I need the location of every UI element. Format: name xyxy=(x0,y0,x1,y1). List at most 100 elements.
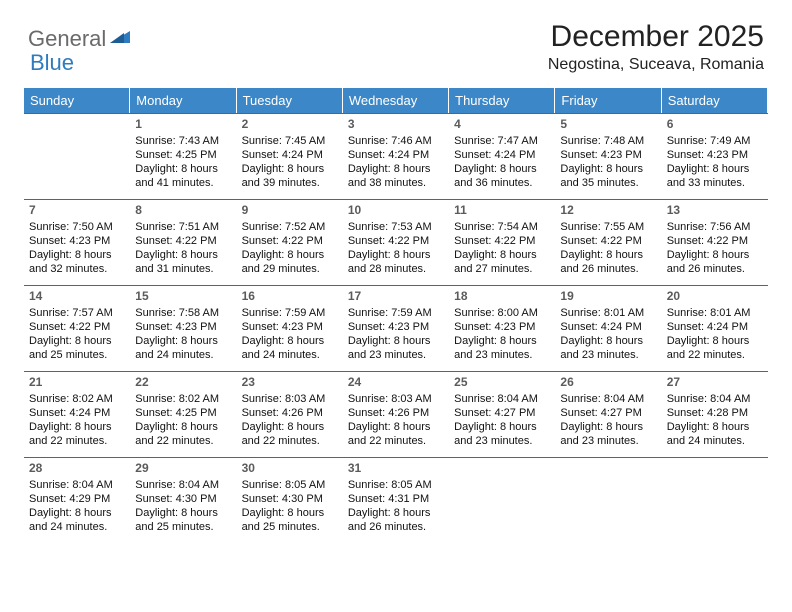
day-info-line: Sunrise: 8:04 AM xyxy=(667,392,763,406)
day-number: 28 xyxy=(29,461,125,477)
weekday-header: Tuesday xyxy=(237,88,343,113)
day-number: 16 xyxy=(242,289,338,305)
day-number: 12 xyxy=(560,203,656,219)
day-cell: 31Sunrise: 8:05 AMSunset: 4:31 PMDayligh… xyxy=(343,457,449,543)
day-info-line: Daylight: 8 hours xyxy=(348,162,444,176)
day-info-line: Sunset: 4:24 PM xyxy=(348,148,444,162)
day-info-line: and 38 minutes. xyxy=(348,176,444,190)
day-info-line: Sunset: 4:22 PM xyxy=(560,234,656,248)
day-info-line: and 23 minutes. xyxy=(348,348,444,362)
day-info-line: Daylight: 8 hours xyxy=(29,248,125,262)
day-info-line: and 33 minutes. xyxy=(667,176,763,190)
day-info-line: Sunset: 4:22 PM xyxy=(29,320,125,334)
day-number: 3 xyxy=(348,117,444,133)
page-header: General December 2025 Negostina, Suceava… xyxy=(0,0,792,82)
day-info-line: and 24 minutes. xyxy=(135,348,231,362)
weekday-header: Wednesday xyxy=(343,88,449,113)
day-info-line: Sunrise: 7:50 AM xyxy=(29,220,125,234)
day-info-line: Sunrise: 8:00 AM xyxy=(454,306,550,320)
day-info-line: Daylight: 8 hours xyxy=(454,248,550,262)
day-info-line: Daylight: 8 hours xyxy=(348,506,444,520)
day-info-line: Sunset: 4:22 PM xyxy=(242,234,338,248)
day-info-line: and 23 minutes. xyxy=(560,434,656,448)
day-info-line: and 23 minutes. xyxy=(454,348,550,362)
day-info-line: Sunset: 4:23 PM xyxy=(348,320,444,334)
logo-mark-icon xyxy=(110,25,130,48)
day-cell: 10Sunrise: 7:53 AMSunset: 4:22 PMDayligh… xyxy=(343,199,449,285)
day-info-line: Sunset: 4:22 PM xyxy=(135,234,231,248)
day-cell: 20Sunrise: 8:01 AMSunset: 4:24 PMDayligh… xyxy=(662,285,768,371)
day-number: 21 xyxy=(29,375,125,391)
day-number: 31 xyxy=(348,461,444,477)
day-cell: 14Sunrise: 7:57 AMSunset: 4:22 PMDayligh… xyxy=(24,285,130,371)
day-info-line: Sunrise: 8:03 AM xyxy=(348,392,444,406)
day-info-line: Daylight: 8 hours xyxy=(667,162,763,176)
day-info-line: Daylight: 8 hours xyxy=(135,162,231,176)
day-info-line: Sunrise: 8:04 AM xyxy=(135,478,231,492)
day-info-line: Daylight: 8 hours xyxy=(29,506,125,520)
day-info-line: Sunrise: 7:43 AM xyxy=(135,134,231,148)
day-info-line: Sunset: 4:27 PM xyxy=(454,406,550,420)
day-cell: 13Sunrise: 7:56 AMSunset: 4:22 PMDayligh… xyxy=(662,199,768,285)
day-info-line: Sunset: 4:23 PM xyxy=(242,320,338,334)
day-number: 29 xyxy=(135,461,231,477)
day-info-line: Sunrise: 7:47 AM xyxy=(454,134,550,148)
day-info-line: and 26 minutes. xyxy=(348,520,444,534)
day-number: 5 xyxy=(560,117,656,133)
day-number: 19 xyxy=(560,289,656,305)
day-cell: 18Sunrise: 8:00 AMSunset: 4:23 PMDayligh… xyxy=(449,285,555,371)
weekday-header: Monday xyxy=(130,88,236,113)
day-cell: 15Sunrise: 7:58 AMSunset: 4:23 PMDayligh… xyxy=(130,285,236,371)
day-cell: 7Sunrise: 7:50 AMSunset: 4:23 PMDaylight… xyxy=(24,199,130,285)
day-info-line: Sunrise: 7:51 AM xyxy=(135,220,231,234)
day-info-line: Sunset: 4:24 PM xyxy=(454,148,550,162)
month-title: December 2025 xyxy=(548,20,764,54)
logo: General xyxy=(28,26,132,52)
day-info-line: Daylight: 8 hours xyxy=(348,334,444,348)
day-info-line: Sunset: 4:31 PM xyxy=(348,492,444,506)
day-info-line: Daylight: 8 hours xyxy=(242,162,338,176)
day-info-line: and 39 minutes. xyxy=(242,176,338,190)
empty-cell xyxy=(662,457,768,543)
day-info-line: Daylight: 8 hours xyxy=(667,420,763,434)
day-number: 1 xyxy=(135,117,231,133)
day-info-line: Daylight: 8 hours xyxy=(29,420,125,434)
day-info-line: Sunset: 4:26 PM xyxy=(348,406,444,420)
logo-text-general: General xyxy=(28,26,106,52)
day-info-line: Daylight: 8 hours xyxy=(667,248,763,262)
day-info-line: Daylight: 8 hours xyxy=(667,334,763,348)
day-info-line: Sunset: 4:23 PM xyxy=(560,148,656,162)
day-info-line: Daylight: 8 hours xyxy=(560,162,656,176)
day-number: 15 xyxy=(135,289,231,305)
location-subtitle: Negostina, Suceava, Romania xyxy=(548,56,764,74)
day-number: 8 xyxy=(135,203,231,219)
day-number: 20 xyxy=(667,289,763,305)
day-info-line: Daylight: 8 hours xyxy=(454,420,550,434)
day-info-line: and 27 minutes. xyxy=(454,262,550,276)
day-cell: 9Sunrise: 7:52 AMSunset: 4:22 PMDaylight… xyxy=(237,199,343,285)
day-info-line: Daylight: 8 hours xyxy=(135,420,231,434)
weekday-header: Saturday xyxy=(662,88,768,113)
day-cell: 16Sunrise: 7:59 AMSunset: 4:23 PMDayligh… xyxy=(237,285,343,371)
day-number: 23 xyxy=(242,375,338,391)
day-info-line: Sunset: 4:23 PM xyxy=(29,234,125,248)
day-info-line: Sunrise: 7:55 AM xyxy=(560,220,656,234)
day-info-line: Daylight: 8 hours xyxy=(560,420,656,434)
day-info-line: Sunset: 4:25 PM xyxy=(135,148,231,162)
day-number: 2 xyxy=(242,117,338,133)
day-info-line: Sunrise: 7:52 AM xyxy=(242,220,338,234)
day-info-line: and 26 minutes. xyxy=(560,262,656,276)
day-info-line: Daylight: 8 hours xyxy=(242,248,338,262)
day-cell: 4Sunrise: 7:47 AMSunset: 4:24 PMDaylight… xyxy=(449,113,555,199)
day-number: 9 xyxy=(242,203,338,219)
day-info-line: Sunset: 4:30 PM xyxy=(135,492,231,506)
day-info-line: Daylight: 8 hours xyxy=(135,248,231,262)
day-info-line: Sunrise: 8:03 AM xyxy=(242,392,338,406)
title-block: December 2025 Negostina, Suceava, Romani… xyxy=(548,20,764,74)
day-info-line: Sunrise: 7:54 AM xyxy=(454,220,550,234)
day-info-line: Sunrise: 7:59 AM xyxy=(348,306,444,320)
day-info-line: and 41 minutes. xyxy=(135,176,231,190)
day-info-line: Daylight: 8 hours xyxy=(242,506,338,520)
day-info-line: and 22 minutes. xyxy=(348,434,444,448)
day-info-line: Sunset: 4:23 PM xyxy=(135,320,231,334)
